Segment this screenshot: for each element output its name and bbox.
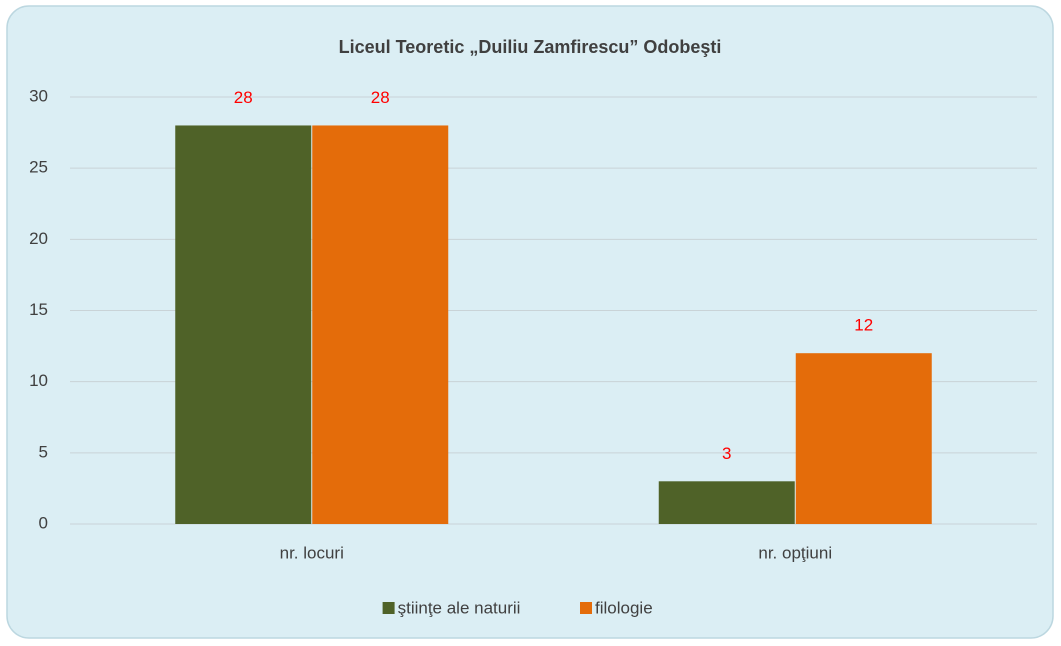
value-label: 3: [722, 444, 731, 463]
value-label: 28: [234, 88, 253, 107]
y-tick-label: 0: [39, 513, 48, 532]
legend-label: filologie: [595, 598, 653, 617]
chart-title: Liceul Teoretic „Duiliu Zamfirescu” Odob…: [339, 37, 722, 57]
x-tick-label: nr. opţiuni: [758, 543, 832, 562]
chart-background: [6, 5, 1054, 639]
y-tick-label: 15: [29, 300, 48, 319]
y-tick-label: 25: [29, 158, 48, 177]
y-tick-label: 20: [29, 229, 48, 248]
x-tick-label: nr. locuri: [280, 543, 344, 562]
y-tick-label: 30: [29, 86, 48, 105]
bar: [312, 125, 449, 524]
bar: [658, 481, 795, 524]
bar: [795, 353, 932, 524]
legend-swatch: [382, 602, 395, 614]
legend-label: ştiinţe ale naturii: [398, 598, 521, 617]
y-tick-label: 5: [39, 442, 48, 461]
value-label: 28: [371, 88, 390, 107]
bar: [175, 125, 312, 524]
legend-swatch: [580, 602, 592, 614]
value-label: 12: [854, 316, 873, 335]
y-tick-label: 10: [29, 371, 48, 390]
